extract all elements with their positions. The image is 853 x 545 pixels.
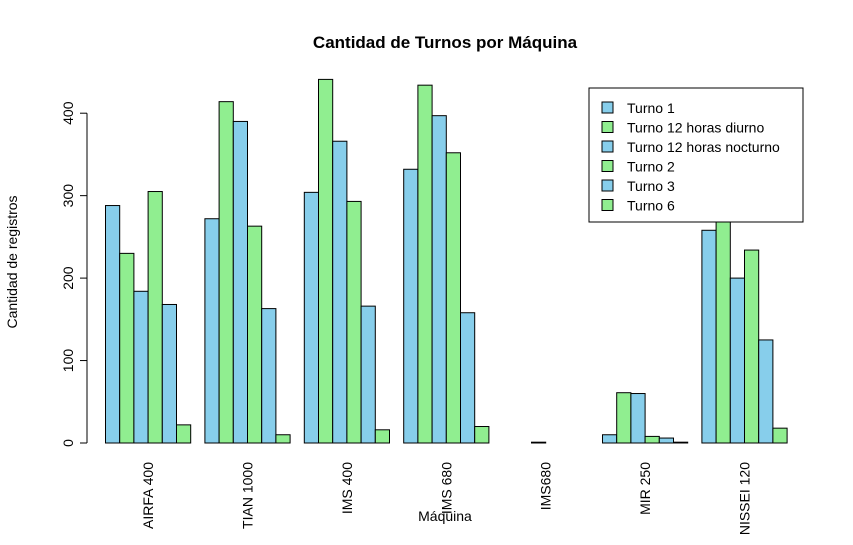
y-tick-label: 0: [60, 439, 76, 447]
x-tick-label: IMS 400: [339, 462, 355, 514]
bar: [417, 84, 433, 444]
bar: [360, 305, 376, 444]
bar: [147, 191, 163, 444]
legend-swatch: [601, 101, 614, 114]
x-tick-label: NISSEI 120: [737, 462, 753, 535]
bar: [332, 140, 348, 444]
bar: [744, 249, 760, 444]
legend-label: Turno 2: [627, 159, 675, 175]
y-axis: 0 100 200 300 400: [60, 101, 88, 447]
bar: [261, 308, 277, 444]
legend-swatch: [601, 140, 614, 153]
bar: [232, 120, 249, 444]
legend-swatch: [601, 199, 614, 211]
x-tick-label: AIRFA 400: [140, 462, 156, 529]
bar: [119, 252, 135, 444]
bar: [658, 437, 674, 444]
legend-swatch: [601, 160, 614, 172]
bar: [630, 393, 646, 444]
bars: [105, 78, 788, 444]
bar: [275, 434, 291, 444]
bar: [133, 290, 149, 444]
x-tick-label: IMS 680: [438, 462, 454, 514]
bar: [602, 434, 618, 444]
legend-label: Turno 1: [627, 100, 675, 116]
bar: [105, 205, 121, 444]
y-tick-label: 400: [60, 101, 76, 125]
bar: [374, 429, 390, 444]
x-tick-label: TIAN 1000: [240, 462, 256, 529]
y-tick-label: 100: [60, 349, 76, 373]
bar: [431, 115, 447, 444]
x-tick-label: MIR 250: [637, 462, 653, 515]
legend-swatch: [601, 121, 614, 133]
chart-title: Cantidad de Turnos por Máquina: [313, 33, 578, 52]
bar: [729, 277, 745, 444]
legend-box: [588, 87, 804, 223]
y-tick-label: 200: [60, 266, 76, 290]
bar: [318, 78, 334, 444]
x-tick-label: IMS680: [538, 462, 554, 510]
legend-label: Turno 12 horas diurno: [627, 120, 764, 136]
legend-label: Turno 12 horas nocturno: [627, 139, 780, 155]
y-axis-label: Cantidad de registros: [4, 195, 20, 328]
bar: [403, 168, 419, 444]
bar: [445, 152, 461, 444]
bar: [176, 424, 192, 444]
bar: [161, 303, 178, 444]
bar: [616, 392, 632, 444]
bar: [460, 312, 476, 444]
bar: [204, 218, 220, 444]
legend-swatch: [601, 179, 614, 192]
bar: [644, 435, 660, 444]
bar: [758, 339, 774, 444]
legend-label: Turno 6: [627, 198, 675, 214]
bar: [772, 427, 788, 444]
bar: [715, 219, 731, 444]
x-tick-labels: AIRFA 400 TIAN 1000 IMS 400 IMS 680 IMS680 MI…: [140, 462, 752, 535]
legend: Turno 1 Turno 12 horas diurno Turno 12 hor…: [588, 87, 804, 223]
bar: [701, 229, 717, 444]
bar: [346, 200, 362, 444]
bar: [531, 441, 547, 444]
bar: [247, 225, 263, 444]
bar: [673, 441, 689, 444]
y-tick-label: 300: [60, 184, 76, 208]
legend-label: Turno 3: [627, 178, 675, 194]
x-axis-label: Máquina: [418, 508, 472, 524]
bar: [474, 426, 490, 444]
bar: [218, 101, 234, 444]
bar: [303, 191, 319, 444]
